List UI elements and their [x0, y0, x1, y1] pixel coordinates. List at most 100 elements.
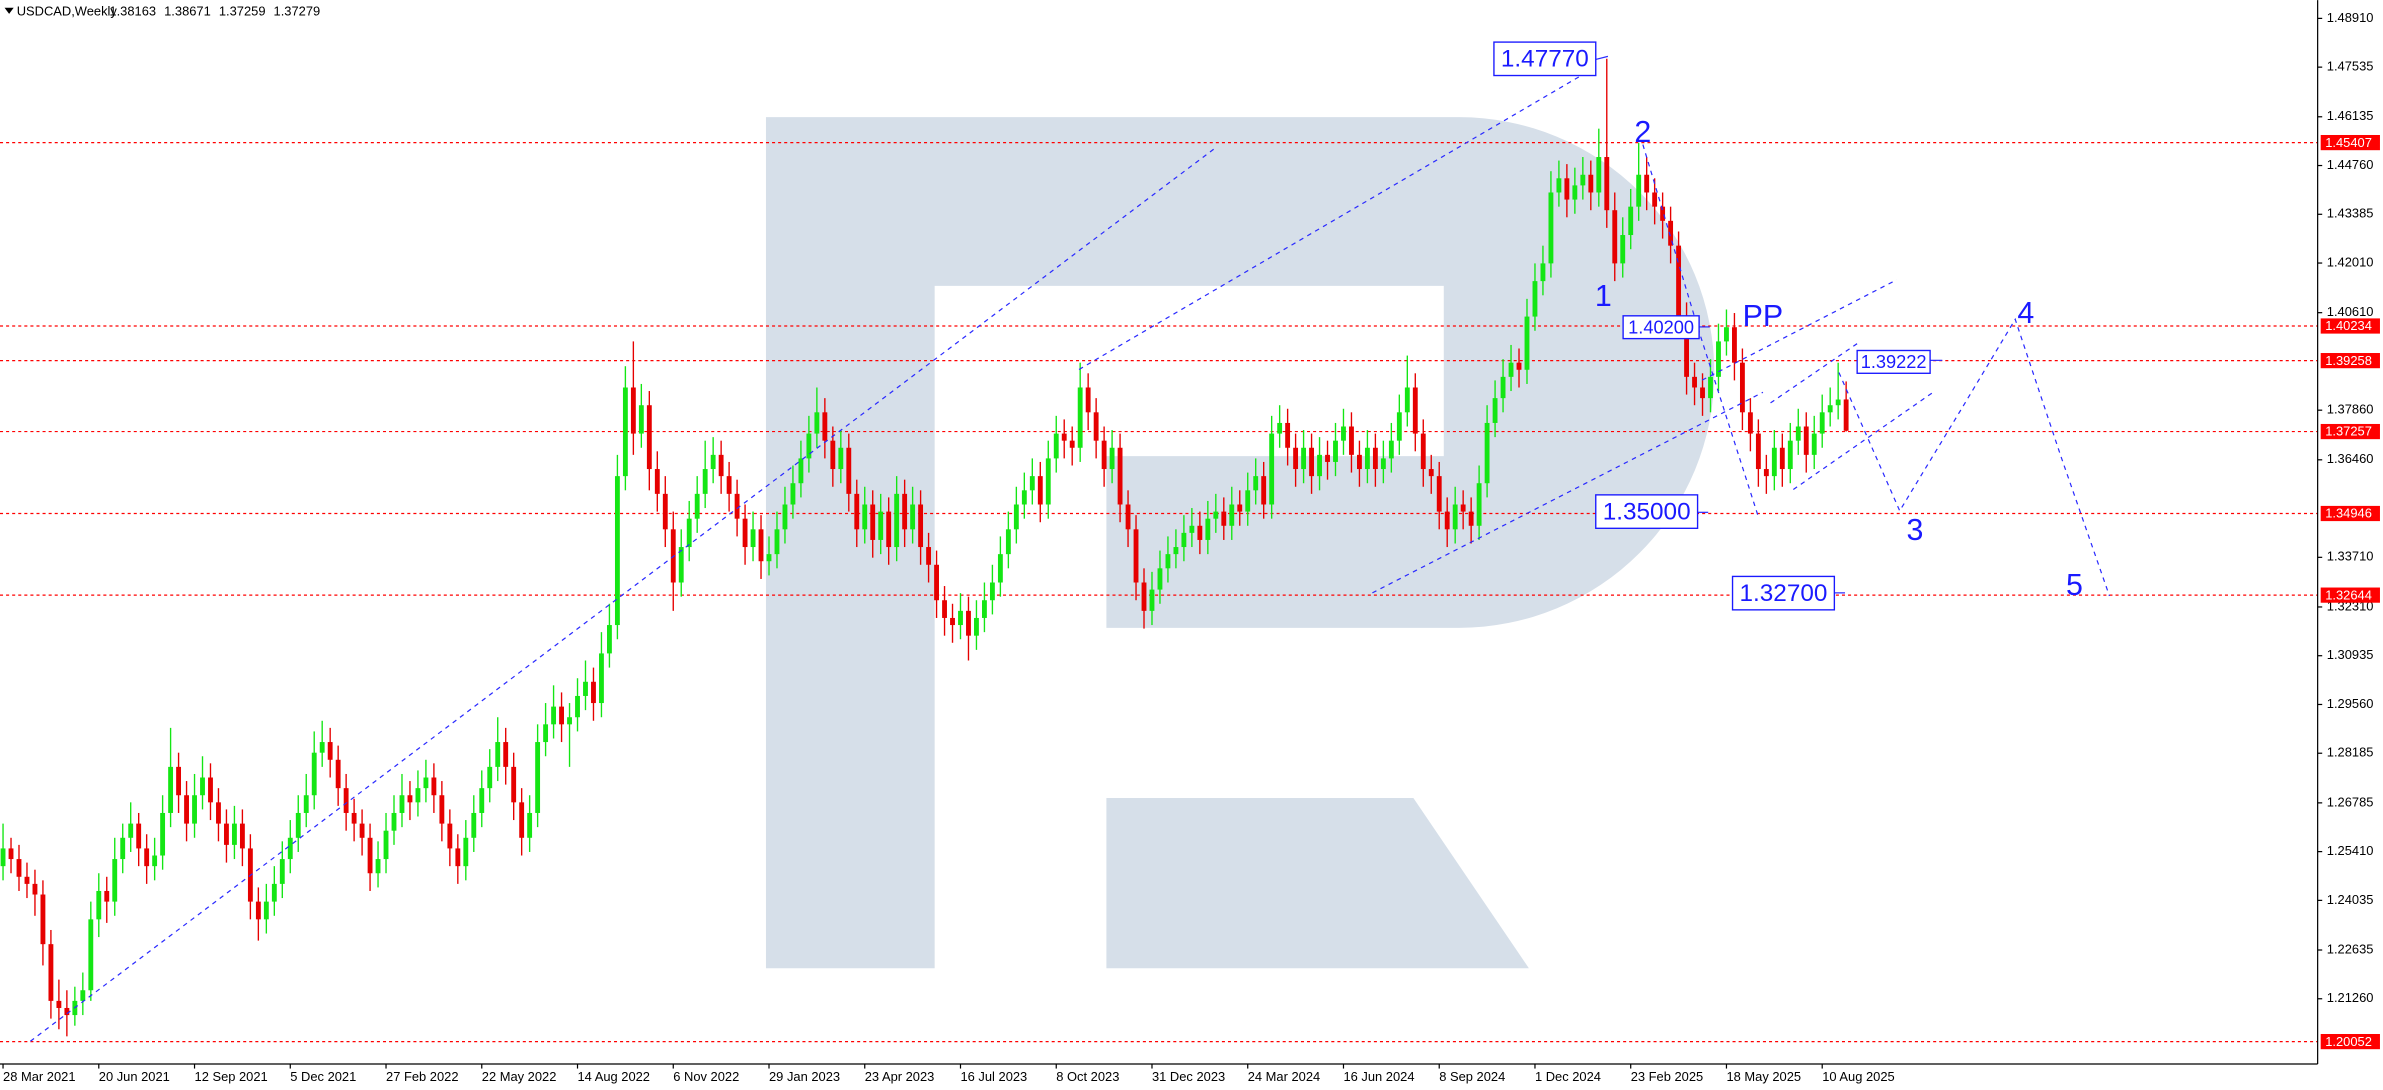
- menu-arrow[interactable]: [4, 7, 14, 14]
- candle-body: [1269, 433, 1275, 505]
- candle-body: [1396, 412, 1402, 441]
- candle-body: [1013, 504, 1019, 530]
- candle-body: [1732, 327, 1737, 363]
- trend-line: [1770, 343, 1858, 404]
- candle-body: [591, 681, 596, 704]
- candle-body: [1165, 554, 1171, 569]
- candle-body: [503, 742, 509, 767]
- candle-body: [854, 493, 860, 530]
- candle-body: [1668, 220, 1674, 246]
- candle-body: [1620, 235, 1626, 264]
- candle-body: [271, 883, 277, 902]
- candle-body: [48, 944, 54, 1001]
- candle-body: [966, 610, 971, 636]
- candle-body: [614, 476, 620, 626]
- candle-body: [1572, 185, 1578, 200]
- candle-body: [160, 812, 166, 856]
- candle-body: [455, 848, 461, 867]
- x-tick-label: 5 Dec 2021: [290, 1069, 356, 1084]
- candle-body: [1125, 504, 1131, 530]
- candle-body: [630, 387, 636, 434]
- candle-body: [1380, 458, 1386, 470]
- candle-body: [926, 547, 932, 565]
- candle-body: [1532, 281, 1538, 317]
- candle-body: [543, 724, 549, 743]
- candle-body: [1357, 454, 1362, 470]
- price-box: [1856, 349, 1931, 374]
- candle-body: [662, 493, 668, 530]
- candle-body: [1508, 362, 1514, 377]
- x-tick-label: 27 Feb 2022: [386, 1069, 458, 1084]
- candle-body: [974, 617, 979, 636]
- candle-body: [1053, 433, 1059, 459]
- candle-body: [1588, 174, 1594, 193]
- candle-body: [239, 823, 245, 849]
- candle-body: [112, 859, 118, 902]
- level-tag: [2320, 353, 2380, 369]
- candle-body: [391, 812, 397, 831]
- candle-body: [1077, 387, 1083, 448]
- candle-body: [886, 511, 892, 548]
- candle-body: [1309, 447, 1314, 477]
- x-tick-label: 14 Aug 2022: [578, 1069, 650, 1084]
- level-label: 1.37257: [2325, 424, 2372, 439]
- candle-body: [231, 823, 237, 845]
- level-tag: [2320, 318, 2380, 334]
- price-box: [1595, 494, 1699, 529]
- candle-body: [702, 469, 708, 494]
- candle-body: [1229, 504, 1235, 526]
- x-tick-label: 16 Jul 2023: [960, 1069, 1027, 1084]
- candle-body: [1237, 504, 1243, 512]
- x-tick-label: 18 May 2025: [1726, 1069, 1801, 1084]
- candle-body: [790, 483, 796, 505]
- candle-body: [1061, 433, 1067, 441]
- candle-body: [439, 795, 445, 824]
- candle-body: [1604, 157, 1610, 211]
- price-box: [1731, 575, 1836, 611]
- candle-body: [1835, 399, 1841, 406]
- high-value: 1.38671: [164, 4, 211, 19]
- candle-body: [208, 777, 213, 803]
- x-tick-label: 31 Dec 2023: [1152, 1069, 1225, 1084]
- level-tag: [2320, 505, 2380, 522]
- candle-body: [734, 493, 740, 519]
- candle-body: [1716, 341, 1721, 377]
- candle-body: [1636, 174, 1642, 207]
- candle-body: [1341, 426, 1346, 441]
- x-tick-label: 16 Jun 2024: [1343, 1069, 1414, 1084]
- candle-body: [1037, 476, 1043, 505]
- level-tag: [2320, 1033, 2380, 1050]
- candle-body: [654, 469, 660, 494]
- candle-body: [176, 766, 182, 796]
- candle-body: [750, 529, 756, 548]
- candle-body: [96, 890, 102, 920]
- candle-body: [1540, 263, 1546, 282]
- x-tick-label: 8 Oct 2023: [1056, 1069, 1119, 1084]
- candle-body: [1460, 504, 1466, 512]
- candle-body: [128, 823, 134, 838]
- x-tick-label: 24 Mar 2024: [1248, 1069, 1320, 1084]
- x-tick-label: 6 Nov 2022: [673, 1069, 739, 1084]
- candle-body: [527, 812, 533, 838]
- y-tick-label: 1.43385: [2327, 206, 2374, 221]
- x-tick-label: 20 Jun 2021: [99, 1069, 170, 1084]
- y-tick-label: 1.44760: [2327, 157, 2374, 172]
- x-tick-label: 29 Jan 2023: [769, 1069, 840, 1084]
- candle-body: [678, 547, 684, 583]
- candle-body: [303, 795, 309, 813]
- price-box: [1493, 41, 1597, 77]
- level-label: 1.40234: [2325, 318, 2372, 333]
- candle-body: [1500, 376, 1506, 399]
- candle-body: [766, 554, 772, 562]
- candle-body: [80, 990, 86, 1001]
- candle-body: [1149, 589, 1155, 611]
- wave-path: [1642, 144, 1759, 518]
- candle-body: [511, 766, 517, 803]
- candle-body: [814, 412, 820, 434]
- candle-body: [567, 717, 572, 725]
- candle-body: [1771, 447, 1777, 477]
- candle-body: [830, 440, 836, 470]
- candle-body: [989, 582, 995, 601]
